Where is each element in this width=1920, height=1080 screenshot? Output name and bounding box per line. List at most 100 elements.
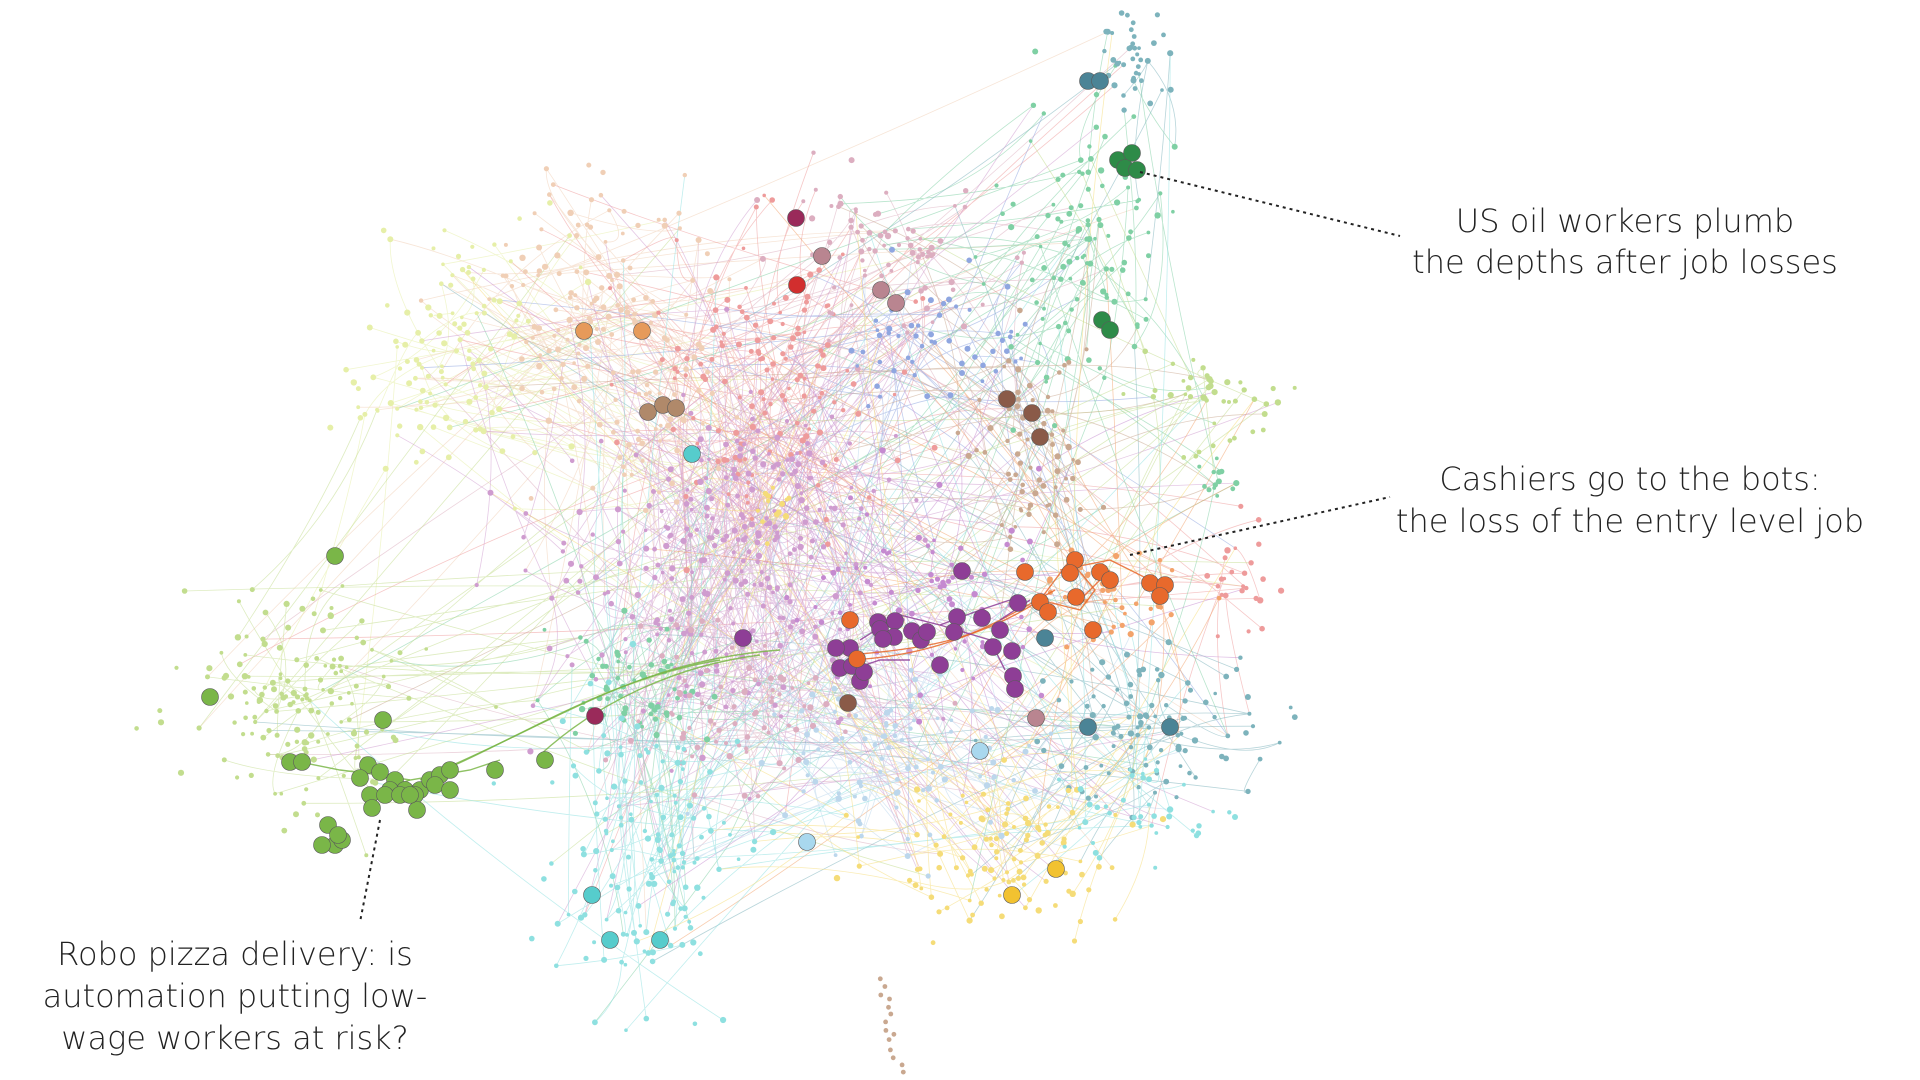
small-node bbox=[1151, 40, 1157, 46]
small-node bbox=[1211, 389, 1218, 396]
small-node bbox=[574, 305, 580, 311]
small-node bbox=[1136, 785, 1141, 790]
small-node bbox=[1175, 733, 1181, 738]
small-node bbox=[1011, 878, 1016, 883]
small-node bbox=[538, 353, 543, 358]
small-node bbox=[547, 192, 552, 197]
small-node bbox=[281, 827, 288, 834]
small-node bbox=[1130, 20, 1136, 26]
small-node bbox=[1034, 234, 1040, 240]
small-node bbox=[697, 436, 704, 443]
small-node bbox=[269, 679, 276, 686]
small-node bbox=[1066, 210, 1073, 217]
small-node bbox=[673, 622, 680, 628]
small-node bbox=[803, 505, 810, 511]
small-node bbox=[1153, 714, 1158, 719]
small-node bbox=[912, 718, 916, 723]
small-node bbox=[596, 421, 603, 428]
small-node bbox=[1158, 748, 1164, 753]
small-node bbox=[795, 461, 802, 468]
small-node bbox=[722, 577, 727, 582]
small-node bbox=[994, 856, 999, 861]
small-node bbox=[1133, 601, 1139, 607]
small-node bbox=[521, 282, 526, 288]
small-node bbox=[621, 529, 626, 534]
small-node bbox=[767, 318, 774, 325]
small-node bbox=[998, 832, 1005, 839]
highlight-node bbox=[1091, 72, 1109, 90]
small-node bbox=[732, 475, 739, 482]
small-node bbox=[623, 650, 628, 655]
small-node bbox=[813, 187, 818, 192]
small-node bbox=[921, 788, 926, 793]
small-node bbox=[598, 438, 604, 444]
small-node bbox=[1085, 222, 1091, 228]
small-node bbox=[253, 719, 258, 725]
small-node bbox=[779, 500, 786, 507]
small-node bbox=[656, 622, 661, 627]
small-node bbox=[535, 325, 543, 332]
small-node bbox=[1083, 765, 1089, 770]
highlight-node bbox=[601, 931, 619, 949]
small-node bbox=[849, 485, 854, 490]
small-node bbox=[687, 802, 693, 809]
small-node bbox=[813, 624, 818, 630]
small-node bbox=[1157, 558, 1163, 563]
small-node bbox=[830, 611, 835, 615]
small-node bbox=[301, 746, 308, 752]
small-node bbox=[649, 799, 653, 804]
small-node bbox=[703, 504, 710, 511]
small-node bbox=[620, 258, 626, 263]
small-node bbox=[541, 876, 547, 882]
small-node bbox=[428, 391, 433, 396]
small-node bbox=[593, 848, 600, 855]
highlight-node bbox=[1067, 588, 1085, 606]
small-node bbox=[838, 627, 843, 632]
small-node bbox=[698, 681, 706, 688]
small-node bbox=[487, 297, 492, 301]
small-node bbox=[338, 655, 344, 662]
small-node bbox=[1015, 332, 1020, 337]
small-node bbox=[1111, 82, 1118, 89]
small-node bbox=[959, 360, 965, 367]
small-node bbox=[880, 548, 887, 554]
small-node bbox=[1106, 771, 1111, 776]
small-node bbox=[691, 792, 698, 798]
small-node bbox=[884, 232, 892, 240]
small-node bbox=[1146, 253, 1151, 259]
small-node bbox=[743, 457, 748, 462]
small-node bbox=[1121, 107, 1127, 113]
small-node bbox=[940, 300, 947, 307]
small-node bbox=[457, 337, 463, 343]
small-node bbox=[745, 591, 751, 597]
small-node bbox=[974, 447, 979, 453]
small-node bbox=[651, 880, 658, 888]
small-node bbox=[593, 868, 598, 873]
small-node bbox=[1143, 316, 1149, 322]
small-node bbox=[886, 330, 892, 336]
small-node bbox=[1200, 365, 1206, 371]
small-node bbox=[1110, 31, 1115, 35]
small-node bbox=[614, 884, 621, 891]
small-node bbox=[1040, 678, 1046, 684]
small-node bbox=[848, 495, 853, 501]
small-node bbox=[575, 222, 581, 228]
edge-layer bbox=[184, 31, 1280, 1031]
small-node bbox=[958, 545, 964, 551]
small-node bbox=[778, 310, 782, 315]
small-node bbox=[1015, 389, 1021, 396]
small-node bbox=[310, 756, 317, 763]
small-node bbox=[643, 392, 649, 397]
small-node bbox=[1136, 819, 1142, 826]
small-node bbox=[1126, 185, 1131, 190]
highlight-node bbox=[1101, 321, 1119, 339]
small-node bbox=[894, 777, 900, 782]
small-node bbox=[1007, 546, 1014, 552]
small-node bbox=[442, 228, 447, 233]
small-node bbox=[648, 711, 654, 717]
small-node bbox=[608, 600, 614, 607]
small-node bbox=[915, 534, 923, 541]
small-node bbox=[1036, 465, 1042, 472]
small-node bbox=[684, 356, 690, 362]
small-node bbox=[830, 569, 837, 576]
